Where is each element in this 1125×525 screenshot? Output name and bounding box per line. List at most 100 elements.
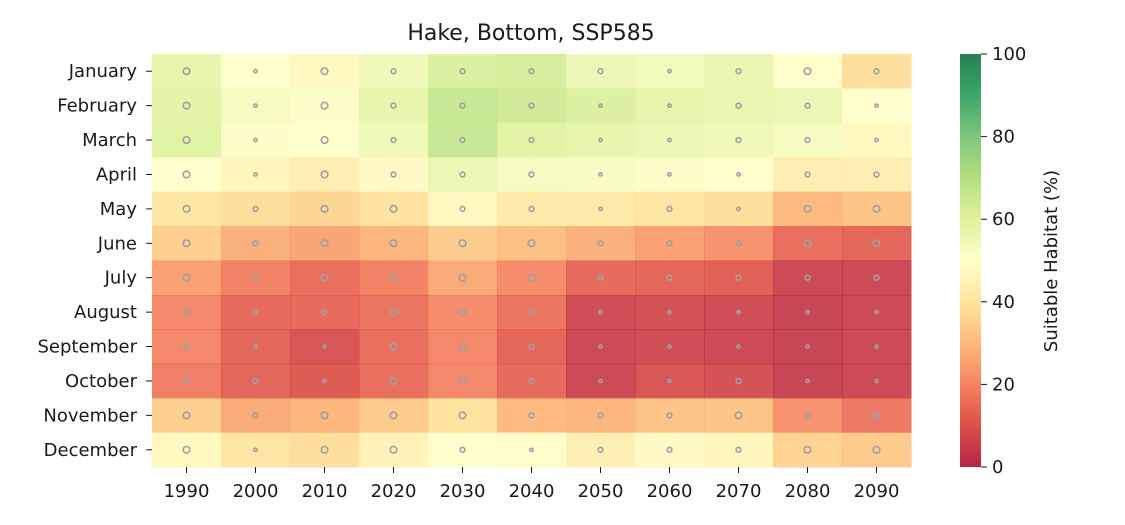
heatmap-dot bbox=[598, 378, 603, 384]
heatmap-dot bbox=[322, 344, 327, 349]
heatmap-dot bbox=[805, 378, 810, 384]
x-tick-label: 2090 bbox=[854, 481, 900, 502]
heatmap-dot bbox=[253, 172, 258, 177]
heatmap-cell bbox=[704, 226, 774, 261]
heatmap-cell bbox=[704, 329, 774, 365]
heatmap-cell bbox=[704, 54, 774, 89]
heatmap-dot bbox=[183, 308, 190, 316]
heatmap-dot bbox=[320, 135, 329, 145]
heatmap-dot bbox=[182, 67, 191, 76]
heatmap-cell bbox=[497, 122, 567, 158]
heatmap-cell bbox=[842, 294, 912, 330]
heatmap-cell bbox=[566, 88, 636, 124]
heatmap-dot bbox=[320, 445, 329, 454]
heatmap-dot bbox=[872, 204, 881, 213]
heatmap-cell bbox=[497, 191, 567, 227]
heatmap-dot bbox=[320, 101, 329, 110]
heatmap-cell bbox=[359, 157, 429, 193]
heatmap-cell bbox=[566, 398, 636, 434]
heatmap-dot bbox=[321, 308, 328, 316]
heatmap-cell bbox=[221, 398, 291, 434]
heatmap-dot bbox=[183, 343, 190, 350]
heatmap-cell bbox=[359, 432, 429, 468]
heatmap-cell bbox=[152, 398, 222, 434]
heatmap-dot bbox=[182, 411, 191, 420]
colorbar: 0 20 40 60 80 100 bbox=[960, 44, 1026, 478]
heatmap-dot bbox=[253, 447, 258, 453]
heatmap-cell bbox=[566, 122, 636, 158]
heatmap-dot bbox=[736, 172, 741, 177]
heatmap-cell bbox=[359, 363, 429, 399]
heatmap-dot bbox=[873, 274, 880, 281]
heatmap-dot bbox=[735, 102, 742, 109]
heatmap-cell bbox=[773, 432, 843, 468]
heatmap-cell bbox=[566, 157, 636, 193]
heatmap-dot bbox=[183, 377, 190, 385]
heatmap-dot bbox=[389, 342, 398, 351]
heatmap-cell bbox=[290, 329, 360, 365]
heatmap-cell bbox=[290, 191, 360, 227]
heatmap-cell bbox=[566, 329, 636, 365]
heatmap-dot bbox=[805, 309, 810, 315]
heatmap-cell bbox=[359, 226, 429, 261]
heatmap-cell bbox=[773, 398, 843, 434]
heatmap-dot bbox=[527, 239, 536, 248]
heatmap-cell bbox=[842, 260, 912, 296]
heatmap-dot bbox=[598, 103, 603, 109]
x-tick-label: 2050 bbox=[578, 481, 624, 502]
heatmap-dot bbox=[528, 308, 535, 316]
heatmap-cell bbox=[704, 122, 774, 158]
x-tick-label: 2040 bbox=[509, 481, 555, 502]
x-tick-label: 2020 bbox=[371, 481, 417, 502]
heatmap-cell bbox=[635, 226, 705, 261]
heatmap-dot bbox=[182, 204, 191, 213]
x-tick-label: 2060 bbox=[647, 481, 693, 502]
heatmap-cell bbox=[497, 226, 567, 261]
heatmap-cell bbox=[290, 122, 360, 158]
heatmap-cell bbox=[428, 88, 498, 124]
heatmap-dot bbox=[459, 136, 466, 144]
heatmap-dot bbox=[528, 205, 535, 213]
heatmap-dot bbox=[528, 102, 535, 109]
heatmap-cell bbox=[290, 294, 360, 330]
heatmap-cell bbox=[566, 191, 636, 227]
heatmap-cell bbox=[497, 260, 567, 296]
heatmap-cell bbox=[152, 122, 222, 158]
heatmap-dot bbox=[597, 412, 604, 419]
heatmap-dot bbox=[458, 308, 467, 317]
heatmap-dot bbox=[253, 309, 258, 315]
heatmap-dot bbox=[872, 411, 881, 420]
heatmap-dot bbox=[528, 412, 535, 419]
heatmap-dot bbox=[389, 308, 398, 317]
heatmap-cell bbox=[842, 122, 912, 158]
heatmap-cell bbox=[566, 54, 636, 89]
heatmap-cell bbox=[704, 398, 774, 434]
heatmap-dot bbox=[803, 67, 812, 76]
heatmap-dot bbox=[598, 344, 603, 349]
heatmap-dot bbox=[182, 239, 191, 248]
heatmap-cell bbox=[497, 329, 567, 365]
heatmap-dot bbox=[458, 411, 467, 420]
heatmap-dots bbox=[182, 67, 881, 454]
heatmap-cell bbox=[497, 432, 567, 468]
heatmap-cell bbox=[497, 54, 567, 89]
y-tick-label: April bbox=[96, 164, 137, 185]
heatmap-dot bbox=[805, 344, 810, 349]
heatmap-dot bbox=[458, 342, 467, 351]
heatmap-dot bbox=[804, 102, 811, 109]
heatmap-dot bbox=[667, 378, 672, 384]
heatmap-dot bbox=[182, 101, 191, 110]
heatmap-cell bbox=[428, 329, 498, 365]
colorbar-tick-label: 0 bbox=[992, 457, 1003, 478]
heatmap-cell bbox=[566, 363, 636, 399]
heatmap-dot bbox=[804, 274, 811, 281]
colorbar-tick-label: 60 bbox=[992, 209, 1015, 230]
heatmap-dot bbox=[597, 240, 604, 247]
heatmap-dot bbox=[803, 445, 812, 454]
heatmap-cell bbox=[221, 432, 291, 468]
heatmap-dot bbox=[667, 344, 672, 349]
heatmap-cell bbox=[635, 191, 705, 227]
heatmap-cell bbox=[152, 226, 222, 261]
heatmap-cells bbox=[152, 54, 912, 468]
colorbar-tick-label: 40 bbox=[992, 292, 1015, 313]
